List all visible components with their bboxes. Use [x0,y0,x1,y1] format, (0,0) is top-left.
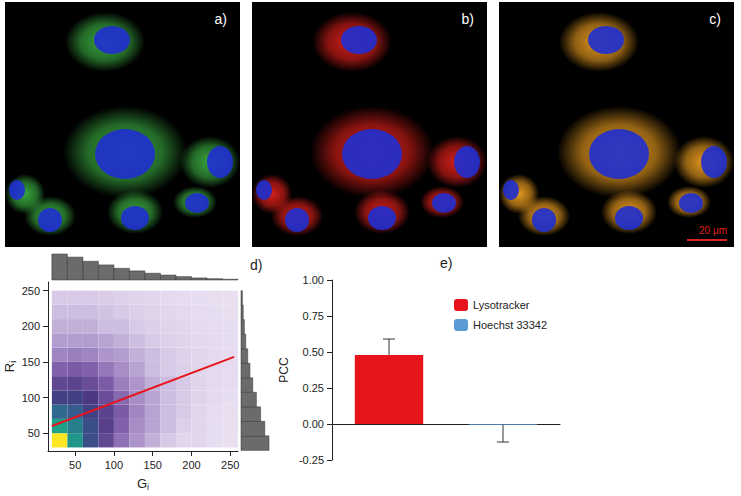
svg-text:-0.25: -0.25 [299,454,324,466]
svg-text:150: 150 [144,459,162,471]
svg-text:0.75: 0.75 [303,310,324,322]
svg-text:200: 200 [182,459,200,471]
svg-text:100: 100 [22,392,40,404]
svg-text:b): b) [462,11,474,27]
svg-text:20 μm: 20 μm [699,225,727,236]
svg-text:250: 250 [22,285,40,297]
svg-text:50: 50 [69,459,81,471]
svg-text:0.25: 0.25 [303,382,324,394]
svg-text:e): e) [440,255,452,271]
svg-text:200: 200 [22,320,40,332]
svg-text:i: i [8,361,18,363]
svg-text:Lysotracker: Lysotracker [473,299,530,311]
svg-text:100: 100 [105,459,123,471]
svg-text:50: 50 [28,427,40,439]
svg-text:0.50: 0.50 [303,346,324,358]
svg-text:1.00: 1.00 [303,274,324,286]
svg-text:c): c) [709,11,721,27]
svg-text:i: i [147,482,149,492]
svg-text:PCC: PCC [277,357,291,383]
svg-text:Hoechst 33342: Hoechst 33342 [473,319,547,331]
svg-text:a): a) [215,11,227,27]
svg-text:0.00: 0.00 [303,418,324,430]
svg-text:150: 150 [22,356,40,368]
svg-text:R: R [2,363,17,372]
svg-text:250: 250 [221,459,239,471]
svg-text:d): d) [250,257,262,273]
svg-text:G: G [137,476,147,491]
